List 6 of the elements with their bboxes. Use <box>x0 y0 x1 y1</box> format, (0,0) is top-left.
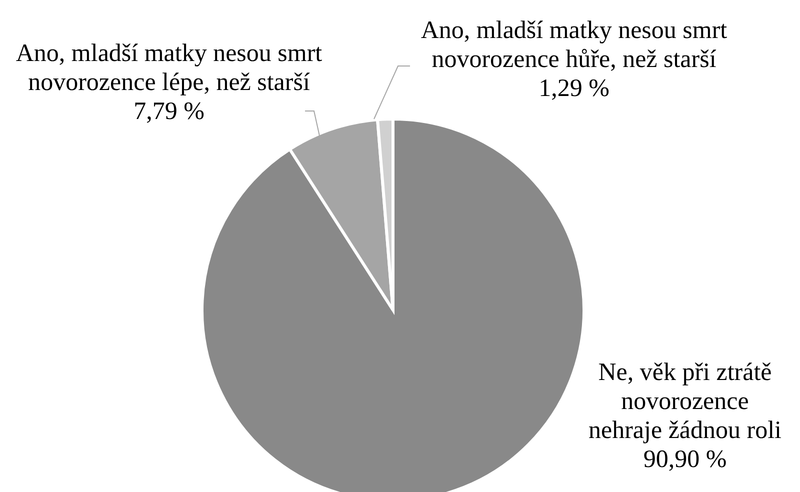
slice-label: Ano, mladší matky nesou smrt novorozence hůře, než starší <box>420 17 728 73</box>
slice-label: Ano, mladší matky nesou smrt novorozence lépe, než starší <box>16 40 322 96</box>
data-label: 7,79 % <box>134 98 204 125</box>
data-label: 1,29 % <box>538 75 610 102</box>
data-label: 90,90 % <box>643 446 727 473</box>
slice-label: Ne, věk při ztrátě novorozence nehraje žádnou roli <box>588 359 782 444</box>
